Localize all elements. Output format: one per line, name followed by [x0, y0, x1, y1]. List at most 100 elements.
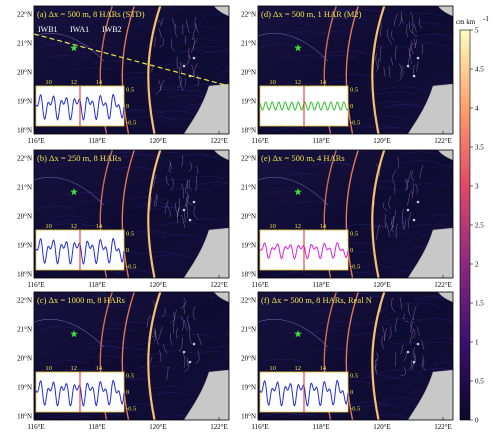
contour-line [398, 16, 402, 27]
contour-line [178, 337, 183, 352]
contour-line [391, 30, 395, 41]
wave-texture [349, 401, 390, 406]
contour-line [419, 17, 422, 29]
wave-texture [143, 315, 185, 320]
y-tick-label: 19°N [241, 242, 256, 250]
inset-x-tick-label: 10 [45, 79, 52, 86]
wave-texture [383, 397, 424, 402]
wave-texture [156, 178, 198, 183]
contour-line [162, 344, 168, 354]
wave-texture [177, 50, 218, 54]
wave-crest [147, 150, 162, 278]
wave-texture [370, 414, 411, 419]
wave-texture [170, 187, 211, 192]
y-tick-label: 18°N [241, 413, 256, 421]
contour-line [186, 19, 190, 34]
wave-texture [310, 329, 351, 334]
contour-line [408, 170, 412, 182]
inset-y-tick-label: -0.5 [126, 406, 136, 413]
contour-line [172, 17, 177, 28]
contour-line [382, 326, 385, 342]
panel-a: IWB1 IWA1 IWB2 (a) Δx = 500 m, 8 HARs (STD)… [17, 5, 230, 145]
contour-line [409, 360, 413, 370]
wave-texture [327, 50, 368, 54]
contour-line [412, 352, 416, 365]
shelf-contour [34, 33, 105, 62]
inset-x-tick-label: 12 [70, 223, 77, 230]
wave-texture [426, 337, 453, 342]
wave-texture [132, 353, 174, 358]
inset-c: 10 12 14 0.5 0 -0.5 [35, 365, 136, 413]
wave-texture [112, 166, 153, 171]
wave-texture [146, 7, 187, 11]
wave-texture [319, 81, 360, 85]
y-tick-label: 18°N [241, 271, 256, 279]
island [412, 218, 416, 222]
x-tick-label: 122°E [210, 137, 228, 145]
wave-texture [274, 272, 316, 276]
inset-y-tick-label: 0.5 [126, 230, 134, 237]
contour-line [406, 24, 409, 37]
wave-texture [400, 12, 442, 17]
y-tick-label: 22°N [17, 155, 32, 163]
contour-line [180, 297, 186, 309]
island [188, 360, 192, 364]
contour-line [375, 363, 378, 376]
contour-line [196, 166, 199, 175]
wave-texture [355, 296, 396, 300]
contour-line [153, 331, 156, 343]
x-tick-label: 122°E [210, 281, 228, 289]
contour-line [416, 326, 420, 337]
wave-texture [160, 234, 201, 239]
wave-texture [178, 38, 220, 42]
contour-line [376, 58, 380, 72]
island [182, 208, 186, 212]
contour-line [413, 38, 416, 49]
inset-f: 10 12 14 0.5 0 -0.5 [259, 365, 360, 413]
colorbar-gradient [459, 29, 471, 421]
inset-x-tick-label: 12 [70, 365, 77, 372]
island [406, 208, 410, 212]
x-tick-label: 118°E [88, 137, 105, 145]
y-tick-label: 20°N [17, 213, 32, 221]
contour-line [186, 180, 189, 190]
contour-line [164, 200, 169, 215]
island [412, 360, 416, 364]
contour-line [420, 355, 425, 367]
panel-title: (a) Δx = 500 m, 8 HARs (STD) [37, 9, 145, 19]
panel-frame [257, 5, 454, 135]
land-taiwan [213, 6, 229, 17]
wave-texture [184, 175, 225, 180]
wave-texture [409, 224, 450, 228]
contour-line [149, 197, 152, 212]
contour-line [149, 63, 154, 73]
contour-line [411, 42, 415, 55]
contour-line [146, 315, 151, 328]
contour-line [412, 64, 417, 79]
contour-line [176, 207, 179, 218]
wave-texture [353, 322, 394, 327]
contour-line [408, 212, 412, 229]
island [182, 350, 186, 354]
wave-texture [400, 160, 441, 164]
wave-texture [434, 361, 453, 365]
wave-texture [140, 251, 181, 256]
contour-line [401, 11, 405, 24]
wave-texture [75, 199, 116, 204]
inset-y-tick-label: -0.5 [126, 264, 136, 271]
contour-line [385, 222, 390, 237]
wave-texture [404, 22, 445, 27]
wave-texture [372, 45, 413, 50]
contour-line [381, 335, 384, 349]
wave-texture [219, 70, 229, 73]
y-tick-label: 21°N [241, 326, 256, 334]
contour-line [407, 54, 411, 70]
inset-x-tick-label: 14 [320, 79, 327, 86]
land-luzon [183, 227, 229, 278]
contour-line [177, 66, 180, 79]
inset-y-tick-label: 0.5 [350, 86, 358, 93]
inset-b: 10 12 14 0.5 0 -0.5 [35, 223, 136, 271]
dongsha-star [294, 44, 302, 52]
wave-texture [308, 309, 349, 314]
wave-texture [198, 181, 229, 186]
